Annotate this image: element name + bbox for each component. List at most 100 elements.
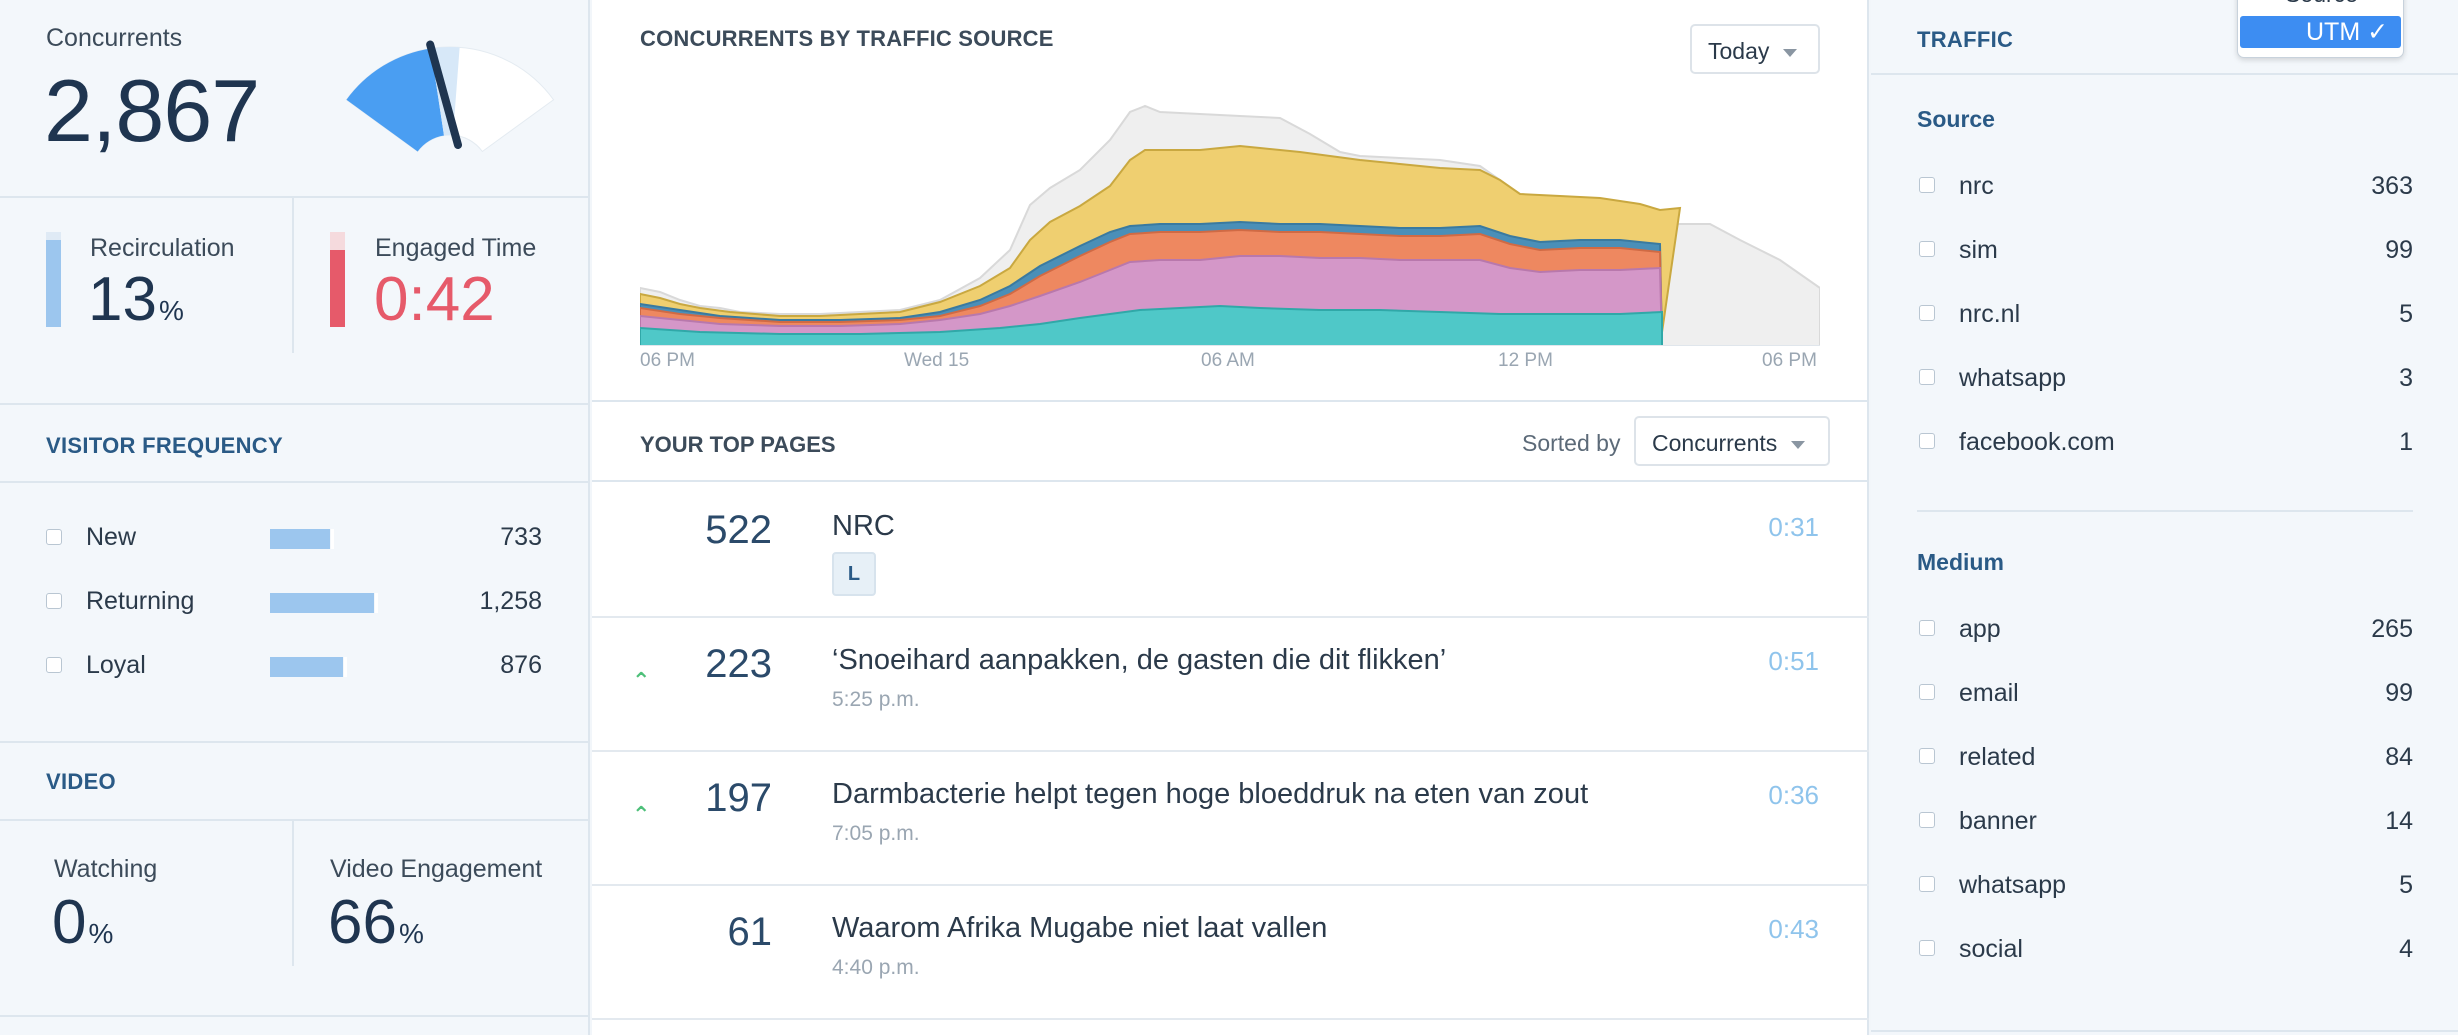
page-concurrents: 223 [705,642,772,686]
watching-unit: % [88,918,114,949]
traffic-label: banner [1959,807,2037,835]
x-tick-label: 06 PM [1762,350,1817,371]
video-title: VIDEO [46,769,116,794]
traffic-medium-row[interactable]: email 99 [1871,673,2458,713]
checkbox[interactable] [1919,876,1935,892]
checkbox[interactable] [1919,305,1935,321]
checkbox[interactable] [1919,812,1935,828]
traffic-value: 3 [2399,364,2413,392]
metric-divider [292,821,294,966]
checkbox[interactable] [1919,177,1935,193]
traffic-label: app [1959,615,2001,643]
page-title[interactable]: Waarom Afrika Mugabe niet laat vallen [832,912,1328,944]
divider [0,1015,590,1017]
traffic-value: 4 [2399,935,2413,963]
left-panel: Concurrents 2,867 Recirculation 13% Enga… [0,0,590,1035]
checkbox[interactable] [46,657,62,673]
video-engagement-label: Video Engagement [330,855,543,883]
sorted-by-label: Sorted by [1522,430,1621,456]
top-page-row[interactable]: ⌃ 223 ‘Snoeihard aanpakken, de gasten di… [592,618,1869,752]
traffic-value: 5 [2399,871,2413,899]
divider [1871,1030,2458,1032]
traffic-medium-row[interactable]: whatsapp 5 [1871,865,2458,905]
page-concurrents: 522 [705,508,772,552]
page-engaged-time: 0:51 [1768,646,1819,676]
checkbox[interactable] [1919,433,1935,449]
date-range-dropdown[interactable]: Today [1690,24,1820,74]
checkbox[interactable] [1919,620,1935,636]
visitor-frequency-row-new[interactable]: New 733 [0,517,590,557]
engaged-time-bar [330,250,345,327]
traffic-label: facebook.com [1959,428,2115,456]
traffic-value: 99 [2385,679,2413,707]
checkbox[interactable] [1919,684,1935,700]
traffic-source-row[interactable]: sim 99 [1871,230,2458,270]
visitor-frequency-row-loyal[interactable]: Loyal 876 [0,645,590,685]
traffic-medium-row[interactable]: social 4 [1871,929,2458,969]
checkbox[interactable] [1919,748,1935,764]
visitor-frequency-bar [270,529,334,549]
checkbox[interactable] [1919,940,1935,956]
source-group-title: Source [1917,106,1995,132]
top-page-row[interactable]: ⌃ 197 Darmbacterie helpt tegen hoge bloe… [592,752,1869,886]
menu-item-source[interactable]: Source [2238,0,2403,13]
trend-up-icon: ⌃ [632,668,651,693]
traffic-source-row[interactable]: whatsapp 3 [1871,358,2458,398]
x-tick-label: 12 PM [1498,350,1553,371]
page-title[interactable]: Darmbacterie helpt tegen hoge bloeddruk … [832,778,1589,810]
top-page-row[interactable]: 522 NRC L 0:31 [592,484,1869,618]
visitor-frequency-value: 1,258 [479,587,542,615]
video-engagement-number: 66 [328,888,397,957]
x-tick-label: Wed 15 [904,350,970,371]
sort-dropdown[interactable]: Concurrents [1634,416,1830,466]
visitor-frequency-label: Returning [86,587,195,615]
traffic-medium-row[interactable]: app 265 [1871,609,2458,649]
traffic-medium-row[interactable]: banner 14 [1871,801,2458,841]
video-header: VIDEO [0,741,590,819]
checkbox[interactable] [1919,369,1935,385]
checkbox[interactable] [46,593,62,609]
traffic-label: nrc [1959,172,1994,200]
page-title[interactable]: ‘Snoeihard aanpakken, de gasten die dit … [832,644,1447,676]
recirculation-unit: % [158,295,184,326]
divider [1917,510,2413,512]
traffic-value: 265 [2371,615,2413,643]
traffic-value: 99 [2385,236,2413,264]
traffic-value: 5 [2399,300,2413,328]
recirculation-value: 13% [88,264,184,335]
visitor-frequency-row-returning[interactable]: Returning 1,258 [0,581,590,621]
page-title[interactable]: NRC [832,510,895,542]
traffic-label: email [1959,679,2019,707]
concurrents-value: 2,867 [44,61,260,160]
page-publish-time: 5:25 p.m. [832,688,920,711]
video-engagement-unit: % [398,918,424,949]
top-page-row[interactable]: 61 Waarom Afrika Mugabe niet laat vallen… [592,886,1869,1020]
menu-item-utm-label: UTM [2306,18,2361,46]
gauge-fill [346,48,444,152]
checkbox[interactable] [1919,241,1935,257]
date-range-value: Today [1708,38,1770,64]
page-tag[interactable]: L [832,552,876,596]
traffic-label: nrc.nl [1959,300,2021,328]
traffic-dimension-menu[interactable]: Source UTM ✓ [2237,0,2404,58]
watching-number: 0 [52,888,87,957]
x-tick-label: 06 PM [640,350,695,371]
checkmark-icon: ✓ [2367,18,2389,46]
traffic-source-row[interactable]: facebook.com 1 [1871,422,2458,462]
menu-item-utm[interactable]: UTM ✓ [2240,16,2401,48]
traffic-source-row[interactable]: nrc.nl 5 [1871,294,2458,334]
visitor-frequency-list: New 733 Returning 1,258 Loyal 876 [0,481,590,741]
traffic-medium-row[interactable]: related 84 [1871,737,2458,777]
checkbox[interactable] [46,529,62,545]
traffic-source-row[interactable]: nrc 363 [1871,166,2458,206]
video-metrics: Watching 0% Video Engagement 66% [0,819,590,1019]
traffic-value: 363 [2371,172,2413,200]
traffic-value: 84 [2385,743,2413,771]
page-publish-time: 7:05 p.m. [832,822,920,845]
traffic-label: social [1959,935,2023,963]
visitor-frequency-label: New [86,523,137,551]
traffic-label: related [1959,743,2036,771]
video-engagement-value: 66% [328,887,424,958]
engaged-time-metric: Engaged Time 0:42 [294,198,590,403]
visitor-frequency-bar [270,657,347,677]
